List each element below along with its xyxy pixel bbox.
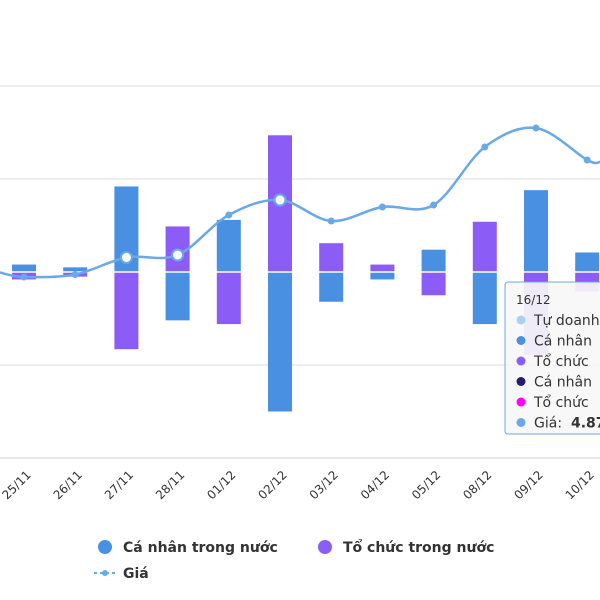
legend-label[interactable]: Tổ chức trong nước <box>343 539 494 556</box>
bar[interactable] <box>524 190 548 272</box>
tooltip-label: Tự doanh <box>533 313 600 329</box>
x-tick-label: 05/12 <box>409 468 443 502</box>
bar[interactable] <box>216 272 241 325</box>
price-point[interactable] <box>20 273 28 281</box>
tooltip-label: Cá nhân <box>534 334 592 350</box>
tooltip-marker <box>516 356 526 366</box>
bar[interactable] <box>216 219 241 272</box>
legend-marker <box>98 540 112 554</box>
price-point[interactable] <box>327 217 335 225</box>
price-point[interactable] <box>378 203 386 211</box>
tooltip-marker <box>516 315 526 325</box>
bar[interactable] <box>370 272 395 280</box>
bar[interactable] <box>319 272 344 302</box>
bar[interactable] <box>472 221 497 272</box>
price-point[interactable] <box>430 201 438 209</box>
bar[interactable] <box>114 186 139 272</box>
x-tick-label: 26/11 <box>51 468 85 502</box>
bar[interactable] <box>165 272 190 321</box>
x-tick-label: 04/12 <box>358 468 392 502</box>
tooltip-value: 4.87 <box>571 416 600 432</box>
x-tick-label: 08/12 <box>460 468 494 502</box>
price-point[interactable] <box>583 156 591 164</box>
legend-marker-dot <box>102 570 108 576</box>
price-point[interactable] <box>71 271 79 278</box>
legend-label[interactable]: Giá <box>123 566 149 582</box>
x-tick-label: 09/12 <box>511 468 545 502</box>
tooltip-label: Cá nhân <box>534 375 592 391</box>
bar[interactable] <box>472 272 497 325</box>
x-tick-label: 02/12 <box>255 468 289 502</box>
bar[interactable] <box>12 264 36 272</box>
bar[interactable] <box>319 243 344 272</box>
x-axis-ticks: 25/11 26/11 27/11 28/11 01/12 02/12 03/12 04/12… <box>0 457 600 502</box>
tooltip-box <box>504 281 600 435</box>
legend-label[interactable]: Cá nhân trong nước <box>123 540 278 556</box>
price-line-path <box>0 126 600 279</box>
price-point[interactable] <box>171 248 185 262</box>
bar[interactable] <box>421 249 446 272</box>
bar[interactable] <box>268 272 292 412</box>
price-point[interactable] <box>119 251 133 264</box>
tooltip-label: Giá: <box>534 416 562 432</box>
tooltip-marker <box>516 418 526 427</box>
x-tick-label: 01/12 <box>204 468 238 502</box>
tooltip-label: Tổ chức <box>533 353 589 370</box>
x-tick-label: 27/11 <box>102 468 136 502</box>
tooltip-marker <box>516 397 526 407</box>
bar[interactable] <box>370 264 395 272</box>
bar[interactable] <box>575 252 600 272</box>
legend[interactable]: Cá nhân trong nước Tổ chức trong nước Giá <box>94 539 494 582</box>
x-tick-label: 28/11 <box>153 468 187 502</box>
bar[interactable] <box>114 272 139 350</box>
bar[interactable] <box>63 267 88 272</box>
x-tick-label: 03/12 <box>307 468 341 502</box>
x-tick-label: 10/12 <box>563 468 597 502</box>
bar[interactable] <box>421 272 446 296</box>
tooltip-label: Tổ chức <box>533 394 589 411</box>
price-line <box>0 124 600 281</box>
tooltip-title: 16/12 <box>516 293 551 307</box>
price-point[interactable] <box>481 143 489 151</box>
price-point[interactable] <box>532 124 540 132</box>
tooltip: 16/12 Tự doanh Cá nhân Tổ chức Cá nhân Tổ chứ… <box>504 281 600 435</box>
x-tick-label: 25/11 <box>0 468 34 502</box>
price-point[interactable] <box>225 211 233 219</box>
tooltip-marker <box>516 336 526 345</box>
price-point[interactable] <box>273 193 287 207</box>
tooltip-marker <box>516 377 526 386</box>
legend-marker <box>318 540 332 554</box>
